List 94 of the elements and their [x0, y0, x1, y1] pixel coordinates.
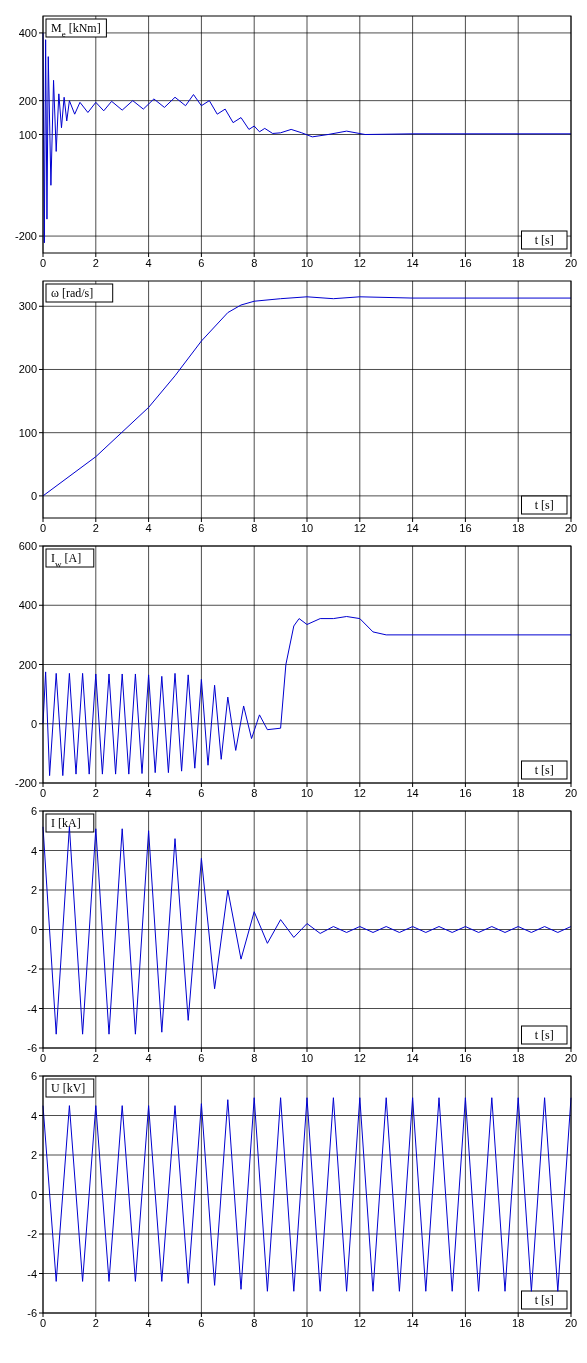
y-tick-label: -2	[27, 1228, 37, 1240]
x-tick-label: 2	[92, 522, 99, 534]
y-tick-label: 2	[30, 884, 37, 896]
y-tick-label: -2	[27, 963, 37, 975]
line-series	[42, 1097, 572, 1292]
y-tick-label: 200	[18, 658, 37, 671]
x-tick-label: 14	[406, 257, 419, 269]
x-tick-label: 10	[300, 522, 314, 534]
x-tick-label: 20	[564, 1052, 578, 1064]
x-tick-label: 4	[145, 1052, 152, 1064]
x-tick-label: 18	[512, 522, 525, 534]
x-tick-label: 20	[564, 522, 578, 534]
x-tick-label: 14	[406, 1052, 419, 1064]
x-tick-label: 4	[145, 522, 152, 534]
y-tick-label: 600	[18, 540, 37, 552]
y-tick-label: 2	[30, 1149, 37, 1161]
x-tick-label: 18	[512, 1317, 525, 1329]
x-axis-title: t [s]	[534, 498, 554, 512]
x-tick-label: 20	[564, 257, 578, 269]
x-tick-label: 4	[145, 1317, 152, 1329]
x-tick-label: 2	[92, 1052, 99, 1064]
y-tick-label: 4	[30, 1109, 37, 1122]
x-tick-label: 14	[406, 1317, 419, 1329]
x-tick-label: 20	[564, 1317, 578, 1329]
x-tick-label: 6	[198, 1317, 205, 1329]
y-tick-label: 400	[18, 26, 37, 39]
y-tick-label: 0	[30, 1188, 37, 1201]
x-tick-label: 10	[300, 1317, 314, 1329]
y-tick-label: 0	[30, 489, 37, 502]
y-axis-title: M$_{e}$ [kNm]	[51, 21, 101, 39]
y-axis-title: I$_{w}$ [A]	[51, 551, 82, 569]
x-tick-label: 12	[353, 257, 366, 269]
x-tick-label: 2	[92, 257, 99, 269]
y-axis-title: I [kA]	[51, 816, 81, 830]
y-tick-label: -200	[14, 230, 37, 243]
x-tick-label: 16	[459, 1052, 472, 1064]
x-tick-label: 14	[406, 787, 419, 799]
x-tick-label: 8	[251, 787, 258, 799]
x-tick-label: 4	[145, 787, 152, 799]
x-tick-label: 4	[145, 257, 152, 269]
x-tick-label: 6	[198, 787, 205, 799]
y-axis-title: U [kV]	[51, 1081, 86, 1095]
y-tick-label: -4	[27, 1267, 37, 1280]
x-tick-label: 10	[300, 1052, 314, 1064]
x-tick-label: 18	[512, 257, 525, 269]
x-tick-label: 0	[39, 1317, 47, 1329]
x-tick-label: 0	[39, 257, 47, 269]
y-axis-title: ω [rad/s]	[51, 286, 94, 300]
x-tick-label: 16	[459, 522, 472, 534]
x-tick-label: 2	[92, 787, 99, 799]
x-tick-label: 20	[564, 787, 578, 799]
y-tick-label: 100	[18, 128, 37, 141]
y-tick-label: 6	[30, 1070, 37, 1082]
x-tick-label: 12	[353, 1052, 366, 1064]
x-tick-label: 12	[353, 522, 366, 534]
x-tick-label: 8	[251, 1317, 258, 1329]
y-tick-label: 200	[18, 363, 37, 376]
y-tick-label: -6	[27, 1307, 37, 1319]
x-tick-label: 10	[300, 787, 314, 799]
x-tick-label: 8	[251, 1052, 258, 1064]
x-tick-label: 6	[198, 1052, 205, 1064]
x-tick-label: 0	[39, 522, 47, 534]
y-tick-label: 100	[18, 426, 37, 439]
y-tick-label: -200	[14, 777, 37, 789]
y-tick-label: 0	[30, 923, 37, 936]
x-tick-label: 18	[512, 1052, 525, 1064]
y-tick-label: -4	[27, 1002, 37, 1015]
y-tick-label: 4	[30, 844, 37, 857]
x-tick-label: 14	[406, 522, 419, 534]
x-tick-label: 12	[353, 1317, 366, 1329]
line-series	[42, 616, 572, 777]
x-tick-label: 12	[353, 787, 366, 799]
y-tick-label: 400	[18, 599, 37, 612]
x-tick-label: 6	[198, 522, 205, 534]
x-tick-label: 0	[39, 787, 47, 799]
x-tick-label: 16	[459, 787, 472, 799]
y-tick-label: 0	[30, 717, 37, 730]
x-axis-title: t [s]	[534, 1293, 554, 1307]
y-tick-label: -6	[27, 1042, 37, 1054]
x-axis-title: t [s]	[534, 1028, 554, 1042]
y-tick-label: 200	[18, 94, 37, 107]
y-tick-label: 6	[30, 805, 37, 817]
x-axis-title: t [s]	[534, 233, 554, 247]
y-tick-label: 300	[18, 300, 37, 313]
x-tick-label: 2	[92, 1317, 99, 1329]
x-axis-title: t [s]	[534, 763, 554, 777]
x-tick-label: 10	[300, 257, 314, 269]
x-tick-label: 0	[39, 1052, 47, 1064]
x-tick-label: 8	[251, 522, 258, 534]
x-tick-label: 8	[251, 257, 258, 269]
x-tick-label: 16	[459, 257, 472, 269]
x-tick-label: 6	[198, 257, 205, 269]
x-tick-label: 18	[512, 787, 525, 799]
x-tick-label: 16	[459, 1317, 472, 1329]
